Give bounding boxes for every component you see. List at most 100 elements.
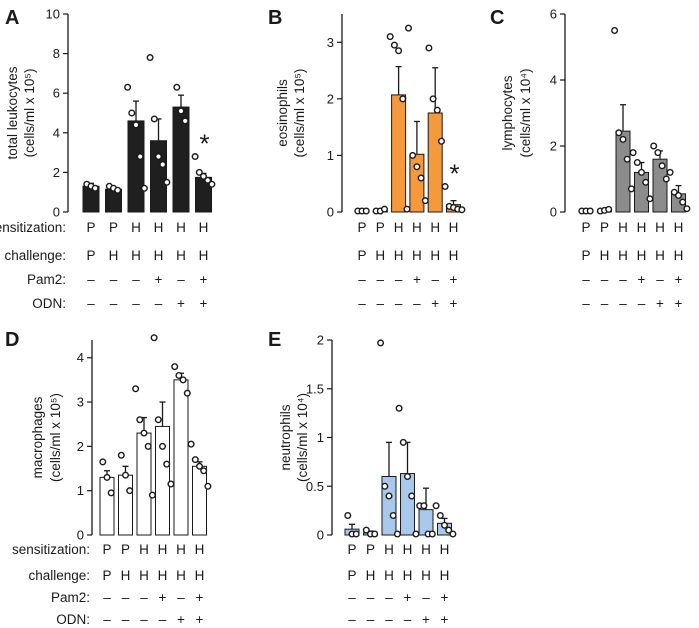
condition-cell: – [110, 272, 118, 287]
data-point [200, 467, 208, 475]
bar [427, 112, 443, 213]
data-point [633, 158, 641, 166]
data-point [150, 115, 158, 123]
condition-cell: H [109, 248, 119, 263]
y-tick-label: 1 [77, 483, 84, 498]
y-axis-label-units: (cells/ml x 10⁵) [292, 69, 307, 158]
condition-cell: H [366, 568, 376, 583]
condition-row-label: ODN: [56, 612, 90, 627]
condition-cell: – [87, 272, 95, 287]
data-point [103, 473, 111, 481]
condition-cell: H [131, 220, 141, 235]
data-point [438, 137, 446, 145]
data-point [428, 530, 436, 538]
data-point [91, 184, 99, 192]
y-tick-label: 2 [550, 139, 557, 154]
data-point [390, 41, 398, 49]
condition-cell: H [176, 568, 186, 583]
condition-cell: – [395, 272, 403, 287]
data-point [124, 83, 132, 91]
condition-cell: + [638, 272, 646, 287]
condition-cell: + [441, 612, 449, 627]
data-point [646, 195, 654, 203]
y-tick-label: 1 [317, 430, 324, 445]
condition-cell: + [413, 272, 421, 287]
condition-cell: – [619, 296, 627, 311]
condition-cell: H [176, 248, 186, 263]
panel-letter: E [268, 329, 281, 351]
data-point [421, 197, 429, 205]
data-point [404, 473, 412, 481]
data-point [144, 442, 152, 450]
panel-a: A 0 2 4 6 8 10 total leukocytes (cells/ml x 10⁵)… [0, 7, 216, 311]
condition-cell: – [377, 272, 385, 287]
condition-cell: H [176, 542, 186, 557]
y-tick-label: 0 [317, 528, 324, 543]
condition-cell: – [656, 272, 664, 287]
condition-cell: H [384, 568, 394, 583]
bar [155, 425, 170, 536]
condition-cell: H [440, 542, 450, 557]
bar [173, 379, 189, 536]
data-point [344, 512, 352, 520]
data-point [195, 462, 203, 470]
condition-cell: H [375, 248, 385, 263]
condition-cell: – [177, 272, 185, 287]
condition-cell: P [357, 220, 366, 235]
condition-cell: + [200, 296, 208, 311]
data-point [171, 363, 179, 371]
data-point [586, 207, 594, 215]
panel-letter: D [5, 329, 19, 351]
data-point [429, 95, 437, 103]
condition-row-label: challenge: [4, 248, 66, 263]
data-point [183, 389, 191, 397]
condition-row-label: challenge: [28, 568, 90, 583]
y-tick-label: 0 [77, 528, 84, 543]
data-point [117, 451, 125, 459]
y-tick-label: 4 [550, 73, 557, 88]
condition-cell: P [102, 568, 111, 583]
condition-cell: – [422, 590, 430, 605]
condition-cell: + [675, 272, 683, 287]
data-point [638, 168, 646, 176]
significance-marker: * [449, 159, 459, 189]
condition-cell: H [440, 568, 450, 583]
condition-cell: P [581, 220, 590, 235]
condition-cell: P [376, 220, 385, 235]
condition-cell: P [86, 248, 95, 263]
data-point [615, 129, 623, 137]
y-tick-label: 0 [550, 205, 557, 220]
data-point [409, 151, 417, 159]
y-tick-label: 0 [53, 205, 60, 220]
condition-cell: – [367, 612, 375, 627]
condition-cell: + [656, 296, 664, 311]
data-point [417, 174, 425, 182]
data-point [371, 530, 379, 538]
data-point [629, 149, 637, 157]
condition-cell: P [347, 542, 356, 557]
condition-cell: – [110, 296, 118, 311]
data-point [204, 482, 212, 490]
data-point [433, 106, 441, 114]
data-point [150, 334, 158, 342]
condition-cell: – [413, 296, 421, 311]
data-point [132, 385, 140, 393]
data-point [399, 95, 407, 103]
data-point [393, 530, 401, 538]
condition-cell: – [358, 272, 366, 287]
data-point [458, 206, 466, 214]
condition-cell: H [394, 248, 404, 263]
condition-cell: + [159, 590, 167, 605]
data-point [187, 440, 195, 448]
condition-cell: + [177, 612, 185, 627]
condition-row-label: Pam2: [27, 272, 66, 287]
condition-cell: H [121, 568, 131, 583]
data-point [132, 121, 140, 129]
y-axis-label: eosinophils [275, 79, 290, 147]
data-point [121, 471, 129, 479]
condition-cell: H [655, 248, 665, 263]
condition-cell: – [582, 296, 590, 311]
data-point [126, 487, 134, 495]
data-point [449, 530, 457, 538]
data-point [623, 155, 631, 163]
